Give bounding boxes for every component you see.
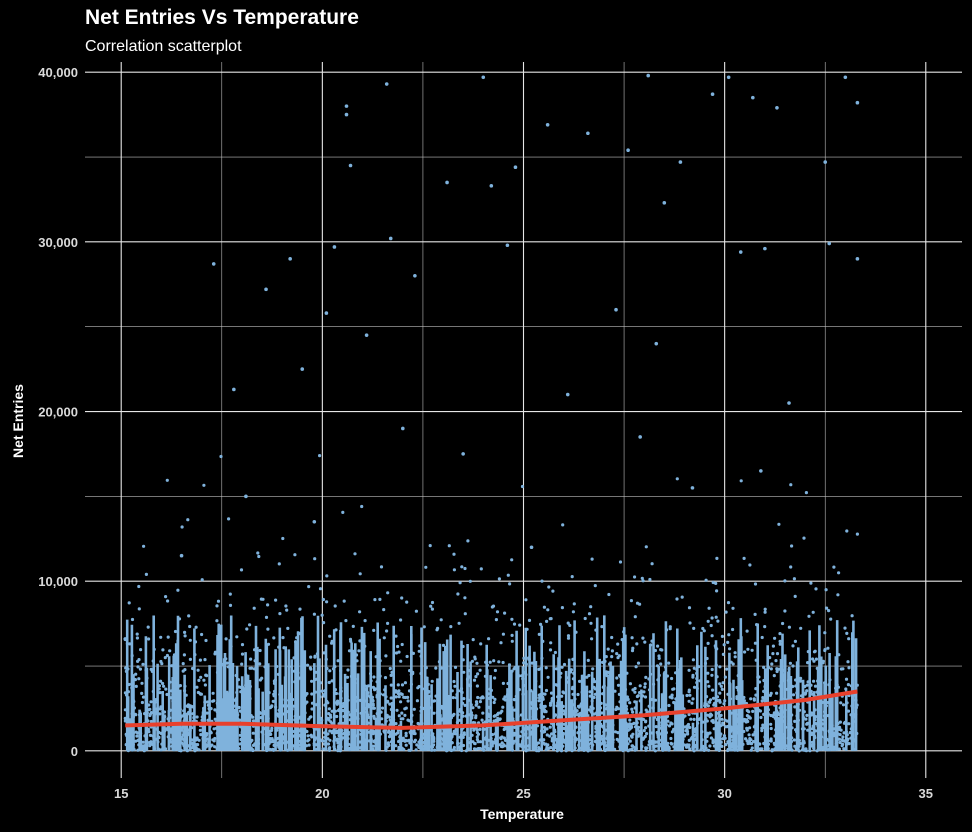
scatter-point <box>384 82 389 86</box>
data-points <box>123 73 860 641</box>
scatter-point <box>726 75 731 80</box>
x-tick-label: 35 <box>919 786 933 801</box>
scatter-point <box>324 311 329 315</box>
trend-line <box>125 689 858 730</box>
scatter-point <box>678 160 683 164</box>
scatter-point <box>775 106 779 110</box>
scatter-point <box>787 401 791 405</box>
scatter-point <box>344 104 349 108</box>
scatter-point <box>388 236 393 241</box>
x-axis-ticks: 15 20 25 30 35 <box>114 786 933 801</box>
scatter-point <box>489 184 494 188</box>
scatter-point <box>843 75 848 80</box>
scatter-point <box>638 435 642 439</box>
scatter-point <box>855 100 860 105</box>
scatter-point <box>445 180 449 185</box>
scatter-point <box>662 201 667 205</box>
y-axis-title: Net Entries <box>10 384 26 458</box>
scatter-point <box>179 553 184 558</box>
trend-line-group <box>125 689 858 730</box>
x-tick-label: 20 <box>315 786 329 801</box>
y-tick-label: 20,000 <box>38 405 78 420</box>
scatter-point <box>654 341 659 346</box>
x-tick-label: 30 <box>717 786 731 801</box>
scatter-point <box>855 257 860 261</box>
y-tick-label: 0 <box>71 744 78 759</box>
scatter-point <box>401 426 405 431</box>
x-axis-title: Temperature <box>480 806 564 822</box>
scatter-point <box>586 131 590 136</box>
scatter-point <box>823 160 828 164</box>
scatter-point <box>461 452 465 456</box>
scatter-point <box>690 486 695 490</box>
y-tick-label: 10,000 <box>38 574 78 589</box>
scatter-point <box>364 333 369 337</box>
scatter-columns <box>125 615 858 751</box>
scatter-point <box>513 165 518 169</box>
scatter-point <box>614 307 618 312</box>
scatter-point <box>288 257 292 261</box>
scatter-point <box>738 250 743 254</box>
scatter-point <box>710 92 715 97</box>
scatter-point <box>545 122 550 127</box>
scatter-point <box>312 520 317 524</box>
scatter-point <box>123 637 128 641</box>
scatter-point <box>529 545 534 550</box>
scatter-point <box>763 246 767 251</box>
y-axis-ticks: 0 10,000 20,000 30,000 40,000 <box>38 65 78 759</box>
scatter-point <box>565 392 570 397</box>
scatter-point <box>232 387 236 392</box>
scatter-point <box>827 241 832 246</box>
scatter-point <box>348 163 353 168</box>
scatter-point <box>244 494 248 499</box>
scatter-point <box>626 148 630 153</box>
scatter-point <box>332 245 337 249</box>
chart-subtitle: Correlation scatterplot <box>85 38 242 55</box>
chart-title: Net Entries Vs Temperature <box>85 6 359 29</box>
scatter-point <box>481 75 486 80</box>
y-tick-label: 30,000 <box>38 235 78 250</box>
x-tick-label: 15 <box>114 786 128 801</box>
scatter-point <box>413 273 417 278</box>
scatter-point <box>264 287 268 292</box>
scatter-point <box>505 243 510 248</box>
y-tick-label: 40,000 <box>38 65 78 80</box>
scatter-point <box>344 112 349 117</box>
scatter-point <box>751 95 755 100</box>
scatter-point <box>211 262 216 266</box>
x-tick-label: 25 <box>516 786 530 801</box>
scatter-point <box>646 73 651 78</box>
scatter-point <box>300 367 305 371</box>
scatter-point <box>759 469 763 473</box>
